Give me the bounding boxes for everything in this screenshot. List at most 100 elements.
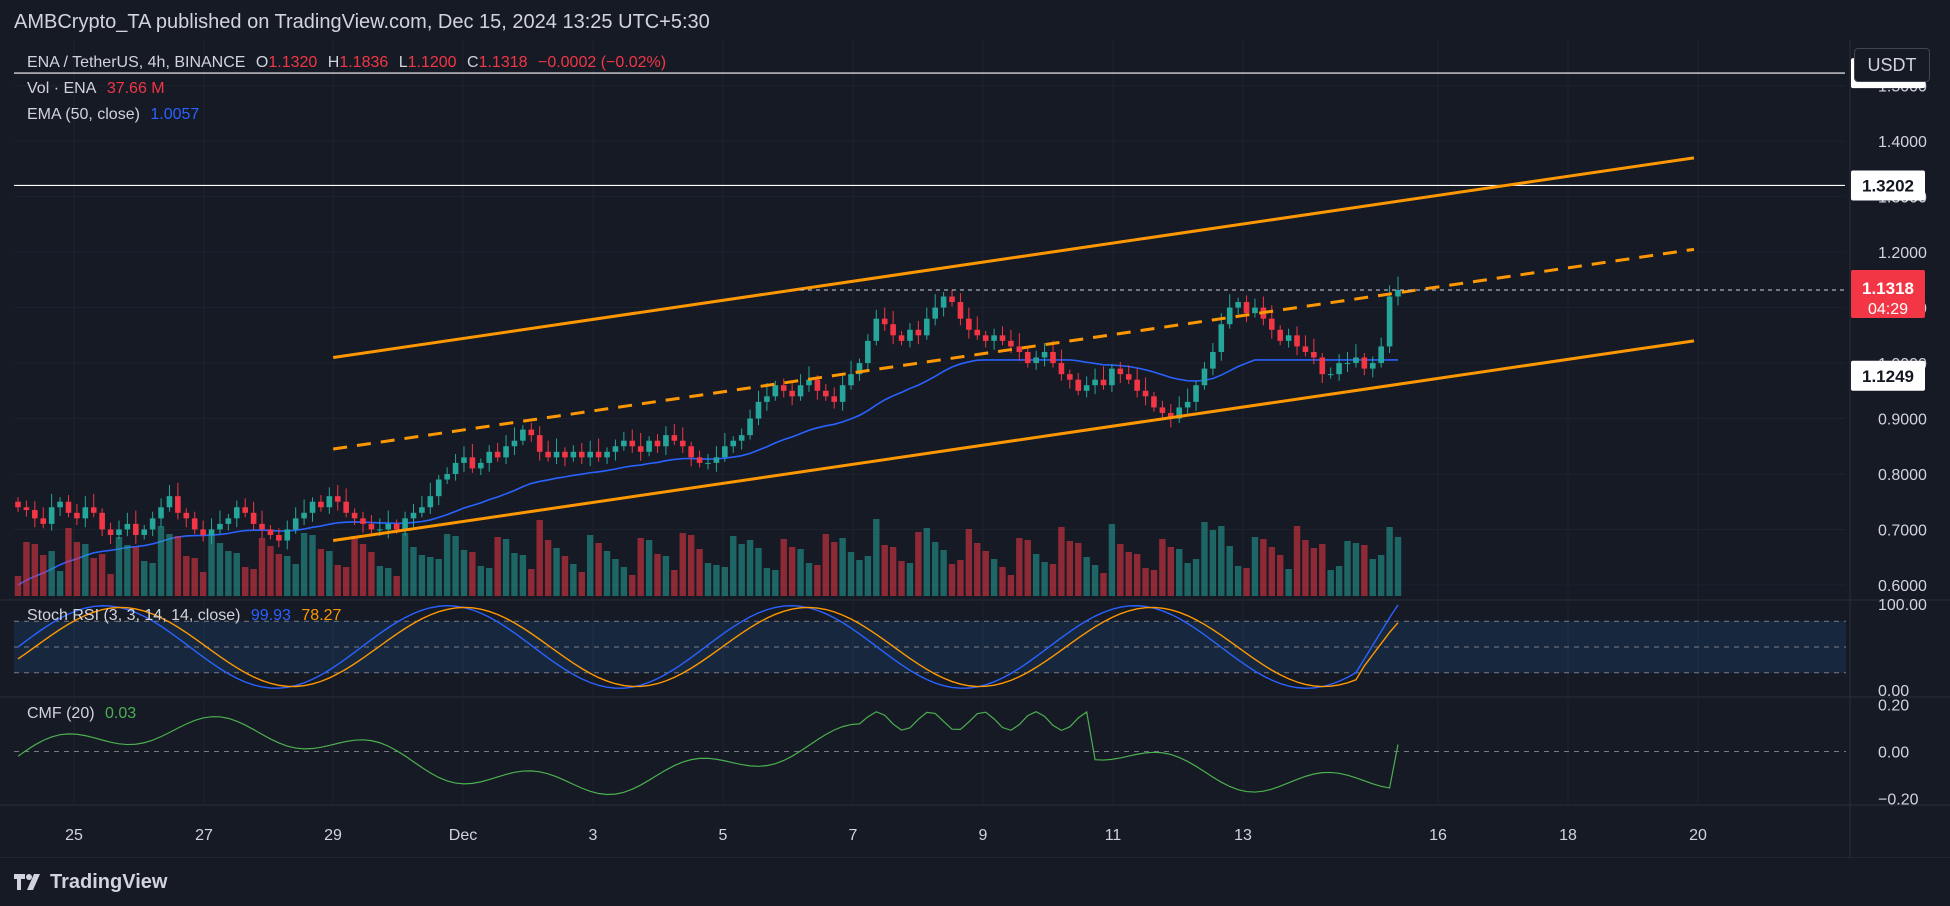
candle-body — [1193, 385, 1199, 402]
volume-bar — [351, 536, 358, 596]
candle-body — [1075, 379, 1082, 391]
candle-body — [595, 451, 602, 458]
candle-body — [1050, 351, 1056, 364]
volume-bar — [40, 555, 47, 596]
candle-body — [1268, 318, 1275, 330]
candle-body — [183, 512, 190, 519]
channel-lower-line — [332, 339, 1695, 543]
volume-bar — [923, 528, 930, 596]
candle-body — [133, 523, 139, 535]
volume-bar — [1285, 569, 1292, 596]
symbol-label[interactable]: ENA / TetherUS, 4h, BINANCE — [27, 54, 246, 71]
currency-button[interactable]: USDT — [1854, 48, 1930, 82]
volume-label[interactable]: Vol · ENA — [27, 80, 97, 97]
stoch-legend: Stoch RSI (3, 3, 14, 14, close) 99.93 78… — [27, 607, 347, 625]
volume-bar — [999, 567, 1006, 596]
candle-body — [696, 457, 703, 463]
candle-body — [1041, 351, 1048, 358]
volume-bar — [48, 551, 55, 596]
candle-body — [1311, 351, 1317, 358]
volume-bar — [199, 572, 207, 596]
candle-body — [1184, 401, 1191, 408]
candle-body — [1353, 357, 1359, 364]
cmf-line — [17, 710, 1399, 796]
volume-bar — [1058, 527, 1065, 596]
candle-body — [107, 529, 114, 535]
candle-body — [1168, 412, 1174, 419]
stoch-rsi-pane: 100.00 0.00 — [14, 597, 1927, 700]
volume-bar — [1184, 563, 1191, 596]
candle-body — [957, 302, 964, 319]
volume-bar — [23, 542, 30, 596]
volume-bar — [746, 540, 754, 596]
volume-bar — [1083, 557, 1090, 596]
candle-body — [393, 523, 400, 530]
price-tick-label: 0.6000 — [1878, 578, 1927, 595]
candle-body — [604, 451, 610, 458]
volume-bar — [124, 545, 131, 596]
l-label: L — [398, 54, 408, 71]
volume-bar — [1243, 568, 1250, 596]
volume-bar — [788, 547, 796, 596]
volume-bar — [166, 534, 173, 596]
cmf-label[interactable]: CMF (20) — [27, 705, 95, 722]
ema-label[interactable]: EMA (50, close) — [27, 106, 140, 123]
volume-bar — [418, 555, 426, 596]
candle-body — [1151, 396, 1157, 408]
candle-body — [351, 512, 358, 519]
time-tick-label: 20 — [1689, 827, 1707, 844]
volume-bar — [317, 549, 325, 596]
candle-body — [452, 462, 459, 474]
candle-body — [923, 318, 930, 336]
volume-bar — [1319, 544, 1326, 596]
volume-bar — [805, 563, 813, 596]
volume-bar — [368, 552, 375, 596]
candle-body — [578, 451, 585, 458]
channel-upper-line — [332, 156, 1695, 359]
volume-bar — [1394, 536, 1402, 596]
volume-bar — [1335, 566, 1343, 596]
candle-body — [848, 374, 854, 386]
candle-body — [1327, 374, 1334, 376]
candle-body — [267, 529, 274, 535]
volume-bar — [1260, 539, 1267, 596]
volume-bar — [1352, 543, 1360, 596]
volume-bar — [1125, 552, 1132, 596]
time-tick-label: 9 — [979, 827, 988, 844]
candle-body — [1134, 379, 1140, 391]
volume-bar — [1108, 524, 1116, 596]
candle-body — [1125, 374, 1132, 380]
volume-bar — [1293, 526, 1301, 596]
candle-body — [1226, 307, 1233, 325]
time-tick-label: 25 — [65, 827, 83, 844]
tradingview-logo[interactable]: TradingView — [14, 871, 167, 894]
volume-bar — [990, 559, 998, 596]
volume-bar — [797, 549, 804, 596]
candle-body — [292, 518, 299, 530]
cmf-axis-label: 0.20 — [1878, 698, 1909, 715]
time-tick-label: 13 — [1234, 827, 1252, 844]
volume-bar — [612, 559, 619, 596]
candle-body — [730, 440, 737, 447]
time-tick-label: 3 — [589, 827, 598, 844]
candle-body — [999, 335, 1006, 341]
candle-body — [797, 385, 804, 397]
candle-body — [966, 318, 972, 330]
candle-body — [907, 329, 913, 341]
candle-body — [82, 507, 89, 519]
candle-body — [663, 435, 669, 447]
candle-body — [1344, 363, 1351, 365]
volume-bar — [889, 547, 897, 596]
candle-body — [461, 457, 467, 463]
cmf-pane: 0.20 0.00 −0.20 — [14, 698, 1919, 808]
candle-body — [705, 462, 711, 464]
volume-bar — [1192, 559, 1200, 596]
candle-body — [1395, 289, 1401, 297]
volume-bar — [957, 560, 964, 596]
chart-area[interactable]: 100.000.00 0.200.00−0.20 1.50001.40001.3… — [0, 40, 1950, 858]
volume-bar — [385, 568, 392, 596]
candle-body — [1235, 302, 1241, 308]
stoch-label[interactable]: Stoch RSI (3, 3, 14, 14, close) — [27, 607, 241, 624]
volume-bar — [1075, 543, 1082, 596]
candle-body — [1369, 363, 1376, 369]
